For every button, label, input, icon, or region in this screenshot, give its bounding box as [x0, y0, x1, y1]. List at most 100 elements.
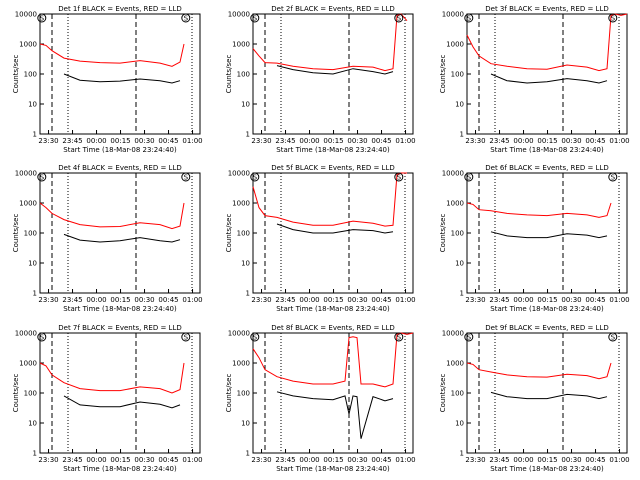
- y-tick-label: 10000: [15, 170, 37, 178]
- y-tick-label: 1: [460, 290, 464, 298]
- chart-panel-9: Det 9f BLACK = Events, RED = LLD 1 10 100 10…: [439, 324, 630, 473]
- marker-circle: [394, 13, 404, 23]
- x-axis-label: Start Time (18-Mar-08 23:24:40): [490, 305, 604, 313]
- y-tick-label: 1: [246, 450, 250, 458]
- marker-label: S: [184, 174, 189, 182]
- x-tick-label: 00:00: [299, 456, 319, 464]
- series-line-events: [276, 223, 394, 234]
- x-tick-label: 00:45: [371, 137, 391, 145]
- y-tick-label: 100: [237, 390, 250, 398]
- marker-circle: [608, 172, 618, 182]
- x-tick-label: 23:45: [62, 456, 82, 464]
- chart-title: Det 9f BLACK = Events, RED = LLD: [485, 324, 608, 332]
- x-tick-label: 00:30: [347, 456, 367, 464]
- y-tick-label: 100: [451, 71, 464, 79]
- x-tick-label: 23:45: [275, 137, 295, 145]
- plot-frame: [466, 172, 628, 294]
- marker-label: S: [253, 15, 258, 23]
- x-tick-label: 00:30: [561, 296, 581, 304]
- marker-circle: [608, 332, 618, 342]
- x-tick-label: 23:30: [465, 296, 485, 304]
- plot-frame: [39, 172, 201, 294]
- x-axis-label: Start Time (18-Mar-08 23:24:40): [63, 146, 177, 154]
- y-tick-label: 100: [237, 230, 250, 238]
- x-tick-label: 00:00: [86, 456, 106, 464]
- x-tick-label: 23:45: [489, 296, 509, 304]
- marker-label: S: [253, 174, 258, 182]
- y-tick-label: 10: [28, 101, 37, 109]
- series-line-lld: [252, 13, 408, 72]
- plot-frame: [252, 332, 414, 454]
- y-tick-label: 1: [33, 450, 37, 458]
- x-tick-label: 00:45: [371, 456, 391, 464]
- x-tick-label: 00:15: [323, 456, 343, 464]
- x-tick-label: 01:00: [609, 137, 629, 145]
- marker-circle: [250, 172, 260, 182]
- x-tick-label: 01:00: [182, 296, 202, 304]
- marker-label: S: [40, 174, 45, 182]
- y-axis-label: Counts/sec: [439, 214, 447, 253]
- marker-circle: [608, 13, 618, 23]
- x-tick-label: 01:00: [395, 296, 415, 304]
- marker-label: S: [397, 15, 402, 23]
- x-tick-label: 01:00: [182, 137, 202, 145]
- y-tick-label: 10000: [442, 170, 464, 178]
- y-tick-label: 1000: [232, 41, 250, 49]
- x-tick-label: 01:00: [609, 456, 629, 464]
- y-tick-label: 10000: [228, 11, 250, 19]
- x-tick-label: 00:00: [513, 456, 533, 464]
- x-tick-label: 00:15: [110, 296, 130, 304]
- marker-label: S: [467, 174, 472, 182]
- y-axis-label: Counts/sec: [12, 214, 20, 253]
- y-tick-label: 100: [24, 71, 37, 79]
- x-tick-label: 23:30: [251, 296, 271, 304]
- marker-circle: [181, 13, 191, 23]
- x-tick-label: 00:30: [561, 137, 581, 145]
- series-line-lld: [252, 332, 414, 388]
- x-tick-label: 00:00: [513, 296, 533, 304]
- chart-title: Det 1f BLACK = Events, RED = LLD: [58, 5, 181, 13]
- series-line-events: [276, 391, 394, 439]
- chart-title: Det 5f BLACK = Events, RED = LLD: [271, 164, 394, 172]
- x-tick-label: 23:45: [275, 296, 295, 304]
- series-line-lld: [466, 362, 612, 380]
- x-tick-label: 01:00: [609, 296, 629, 304]
- y-axis-label: Counts/sec: [225, 214, 233, 253]
- y-axis-label: Counts/sec: [12, 55, 20, 94]
- y-tick-label: 10: [28, 420, 37, 428]
- marker-circle: [37, 13, 47, 23]
- x-tick-label: 00:30: [347, 296, 367, 304]
- x-axis-label: Start Time (18-Mar-08 23:24:40): [276, 146, 390, 154]
- y-tick-label: 1000: [19, 360, 37, 368]
- series-line-lld: [252, 172, 407, 227]
- chart-panel-3: Det 3f BLACK = Events, RED = LLD 1 10 100 10…: [439, 5, 630, 154]
- x-tick-label: 00:45: [158, 137, 178, 145]
- series-line-lld: [39, 43, 185, 67]
- y-tick-label: 100: [237, 71, 250, 79]
- series-line-lld: [39, 202, 185, 230]
- x-tick-label: 00:00: [86, 137, 106, 145]
- y-tick-label: 1: [246, 131, 250, 139]
- chart-title: Det 6f BLACK = Events, RED = LLD: [485, 164, 608, 172]
- marker-label: S: [40, 15, 45, 23]
- series-line-events: [490, 73, 608, 84]
- y-tick-label: 1000: [19, 41, 37, 49]
- y-tick-label: 100: [24, 390, 37, 398]
- y-axis-label: Counts/sec: [225, 55, 233, 94]
- marker-circle: [464, 172, 474, 182]
- x-tick-label: 23:30: [251, 137, 271, 145]
- plot-frame: [39, 13, 201, 135]
- marker-label: S: [397, 334, 402, 342]
- x-tick-label: 00:00: [513, 137, 533, 145]
- chart-title: Det 7f BLACK = Events, RED = LLD: [58, 324, 181, 332]
- x-axis-label: Start Time (18-Mar-08 23:24:40): [276, 465, 390, 473]
- y-tick-label: 1000: [19, 200, 37, 208]
- marker-label: S: [253, 334, 258, 342]
- chart-panel-4: Det 4f BLACK = Events, RED = LLD 1 10 100 10…: [12, 164, 203, 313]
- x-tick-label: 00:30: [134, 296, 154, 304]
- x-tick-label: 01:00: [182, 456, 202, 464]
- x-axis-label: Start Time (18-Mar-08 23:24:40): [490, 146, 604, 154]
- chart-panel-2: Det 2f BLACK = Events, RED = LLD 1 10 100 10…: [225, 5, 416, 154]
- y-tick-label: 10: [455, 101, 464, 109]
